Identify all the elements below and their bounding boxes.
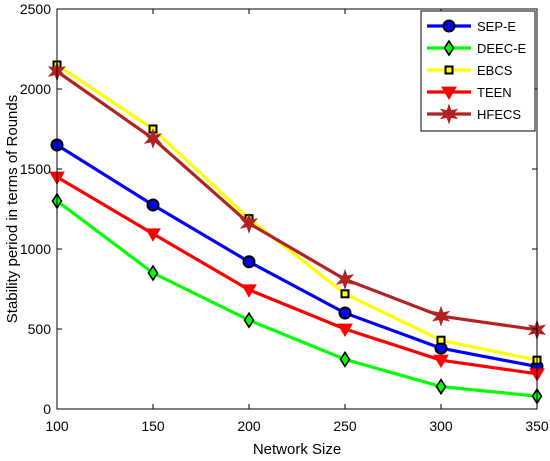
data-point-hfecs — [431, 305, 451, 327]
data-point-teen — [145, 228, 161, 242]
ticks-layer: 100 150 200 250 300 350 0 500 1000 1500 2000 2500 — [20, 1, 549, 434]
data-point-sep-e — [146, 198, 160, 212]
legend-label-sep-e: SEP-E — [477, 19, 516, 34]
data-point-hfecs — [143, 128, 163, 150]
data-point-deec-e — [243, 311, 255, 329]
data-point-sep-e — [242, 255, 256, 269]
data-point-hfecs — [239, 212, 259, 234]
plot-frame — [56, 8, 538, 410]
series-layer — [47, 60, 547, 405]
data-point-deec-e — [147, 264, 159, 282]
legend-label-teen: TEEN — [477, 85, 512, 100]
data-point-teen — [433, 354, 449, 369]
legend-item-deec-e: DEEC-E — [427, 39, 526, 57]
y-tick-label: 1000 — [20, 241, 51, 257]
legend: SEP-E DEEC-E EBCS TEEN HFECS — [420, 10, 536, 132]
y-tick-label: 1500 — [20, 161, 51, 177]
legend-box — [420, 10, 536, 132]
legend-item-sep-e: SEP-E — [427, 19, 516, 34]
x-tick-label: 200 — [237, 418, 261, 434]
series-sep-e — [50, 138, 544, 374]
series-line-sep-e — [56, 143, 538, 369]
data-point-hfecs — [335, 268, 355, 290]
legend-marker-sep-e — [442, 19, 456, 33]
series-line-deec-e — [56, 199, 538, 398]
y-tick-label: 0 — [43, 401, 51, 417]
data-point-deec-e — [339, 350, 351, 368]
y-tick-label: 2000 — [20, 81, 51, 97]
legend-marker-teen — [441, 86, 457, 100]
y-tick-label: 2500 — [20, 1, 51, 17]
x-tick-label: 300 — [429, 418, 453, 434]
series-line-hfecs — [56, 70, 538, 332]
data-point-sep-e — [338, 306, 352, 320]
data-point-ebcs — [340, 289, 350, 299]
x-tick-label: 100 — [45, 418, 69, 434]
x-tick-label: 150 — [141, 418, 165, 434]
series-deec-e — [51, 192, 543, 405]
series-line-teen — [56, 175, 538, 376]
legend-label-hfecs: HFECS — [477, 107, 521, 122]
y-tick-label: 500 — [28, 321, 52, 337]
data-point-deec-e — [435, 378, 447, 396]
x-tick-label: 250 — [333, 418, 357, 434]
data-point-teen — [241, 284, 257, 298]
legend-item-ebcs: EBCS — [427, 63, 513, 78]
legend-label-deec-e: DEEC-E — [477, 41, 526, 56]
legend-marker-ebcs — [444, 65, 454, 75]
y-axis-label: Stability period in terms of Rounds — [4, 95, 21, 323]
x-axis-label: Network Size — [253, 441, 341, 458]
legend-item-hfecs: HFECS — [427, 103, 521, 125]
legend-label-ebcs: EBCS — [477, 63, 513, 78]
data-point-teen — [337, 323, 353, 337]
series-line-ebcs — [56, 63, 538, 362]
legend-marker-deec-e — [443, 39, 455, 57]
x-tick-label: 350 — [525, 418, 549, 434]
legend-item-teen: TEEN — [427, 85, 512, 100]
data-point-ebcs — [436, 335, 446, 345]
legend-marker-hfecs — [439, 103, 459, 125]
